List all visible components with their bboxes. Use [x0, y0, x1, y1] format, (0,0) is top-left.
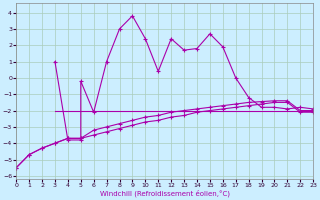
X-axis label: Windchill (Refroidissement éolien,°C): Windchill (Refroidissement éolien,°C) — [100, 190, 230, 197]
